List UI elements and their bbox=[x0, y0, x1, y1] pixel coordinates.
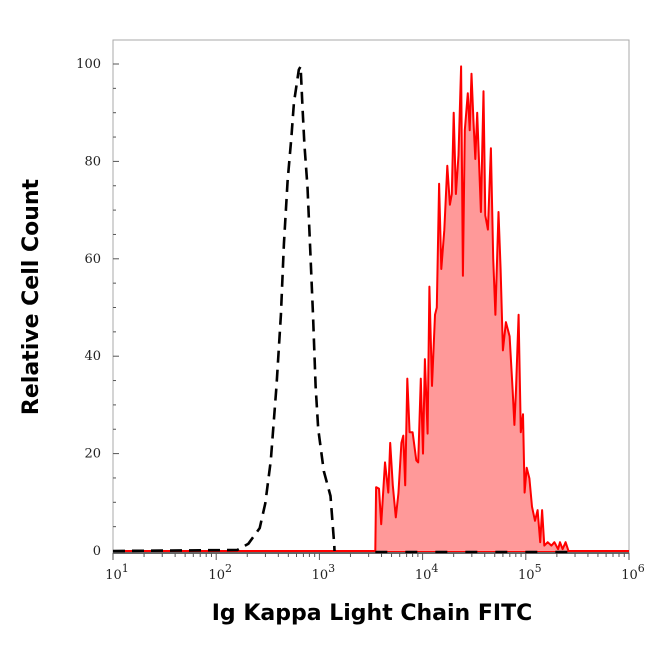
x-tick-label: 106 bbox=[621, 562, 645, 583]
y-tick-label: 40 bbox=[84, 349, 101, 364]
x-tick-base: 10 bbox=[621, 568, 638, 583]
x-tick-base: 10 bbox=[312, 568, 329, 583]
stained-histogram-line bbox=[374, 65, 570, 552]
x-tick-exponent: 6 bbox=[638, 562, 645, 575]
y-tick-label: 20 bbox=[84, 447, 101, 462]
y-tick-label: 80 bbox=[84, 154, 101, 169]
x-tick-base: 10 bbox=[518, 568, 535, 583]
x-tick-base: 10 bbox=[415, 568, 432, 583]
x-tick-label: 104 bbox=[415, 562, 439, 583]
x-tick-base: 10 bbox=[105, 568, 122, 583]
isotype-control-histogram bbox=[112, 61, 336, 553]
y-axis: 0 20 40 60 80 100 bbox=[76, 57, 119, 559]
series-group bbox=[112, 61, 629, 554]
plot-frame bbox=[112, 39, 630, 554]
x-tick-exponent: 5 bbox=[535, 562, 542, 575]
x-tick-exponent: 1 bbox=[122, 562, 129, 575]
x-tick-label: 105 bbox=[518, 562, 542, 583]
y-tick-label: 100 bbox=[76, 57, 101, 72]
x-tick-base: 10 bbox=[208, 568, 225, 583]
y-tick-label: 0 bbox=[93, 544, 101, 559]
x-axis: 101 102 103 104 105 106 bbox=[105, 552, 645, 583]
y-axis-title: Relative Cell Count bbox=[19, 178, 44, 415]
y-tick-label: 60 bbox=[84, 252, 101, 267]
x-tick-exponent: 4 bbox=[431, 562, 438, 575]
x-tick-label: 102 bbox=[208, 562, 232, 583]
x-tick-exponent: 2 bbox=[225, 562, 232, 575]
x-tick-label: 103 bbox=[312, 562, 336, 583]
x-tick-label: 101 bbox=[105, 562, 129, 583]
x-axis-title: Ig Kappa Light Chain FITC bbox=[212, 601, 533, 626]
x-tick-exponent: 3 bbox=[328, 562, 335, 575]
